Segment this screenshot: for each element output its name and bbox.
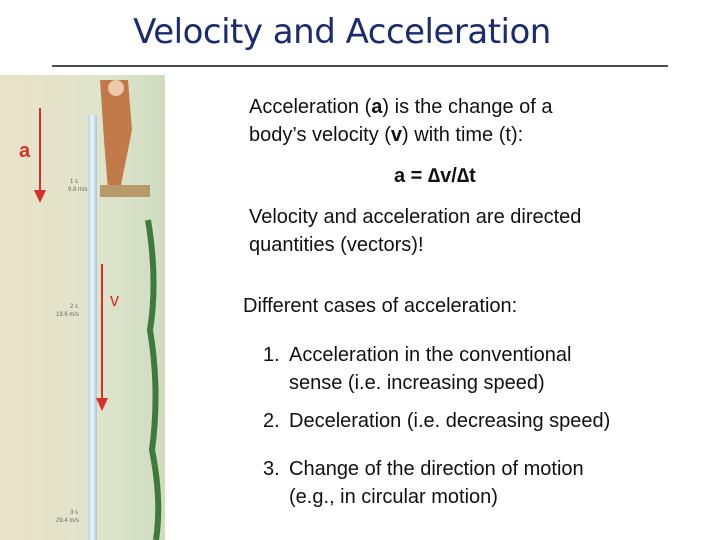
text: Acceleration ( [249, 96, 372, 118]
image-label: 29.4 m/s [56, 518, 79, 524]
label-a: a [19, 140, 31, 162]
slide-title: Velocity and Acceleration [133, 12, 551, 52]
arrow-a-head [34, 190, 46, 203]
image-label: 9.8 m/s [68, 187, 88, 193]
text: quantities (vectors)! [249, 234, 424, 256]
text: ) is the change of a [382, 96, 553, 118]
text: Change of the direction of motion [289, 458, 584, 480]
arrow-v-head [96, 398, 108, 411]
vine [145, 219, 162, 540]
image-label: 19.6 m/s [56, 312, 79, 318]
text: body’s velocity ( [249, 124, 391, 146]
panel [0, 75, 165, 540]
text: Deceleration (i.e. decreasing speed) [289, 410, 611, 432]
item-number: 3. [263, 458, 280, 480]
item-number: 2. [263, 410, 280, 432]
pole [88, 115, 97, 540]
case-item: 2. Deceleration (i.e. decreasing speed) [263, 407, 610, 435]
definition: Acceleration (a) is the change of a body’… [249, 93, 553, 149]
cases-heading: Different cases of acceleration: [243, 295, 518, 317]
item-number: 1. [263, 344, 280, 366]
image-label: 3 s [70, 510, 78, 516]
case-item: 3. Change of the direction of motion (e.g.… [263, 455, 584, 511]
figure [100, 80, 132, 190]
text: a [371, 96, 383, 118]
image-label: 1 s [70, 179, 78, 185]
label-v: v [110, 290, 119, 310]
text: ) with time (t): [402, 124, 524, 146]
text: (e.g., in circular motion) [289, 486, 498, 508]
text: Velocity and acceleration are directed [249, 206, 582, 228]
text: Acceleration in the conventional [289, 344, 572, 366]
figure-head [108, 80, 124, 96]
text: sense (i.e. increasing speed) [289, 372, 545, 394]
image-label: 2 s [70, 304, 78, 310]
balcony [100, 185, 150, 197]
case-item: 1. Acceleration in the conventional sense … [263, 341, 571, 397]
text: v [390, 124, 403, 146]
formula: a = ∆v/∆t [394, 165, 476, 187]
vectors-note: Velocity and acceleration are directed qu… [249, 203, 581, 259]
